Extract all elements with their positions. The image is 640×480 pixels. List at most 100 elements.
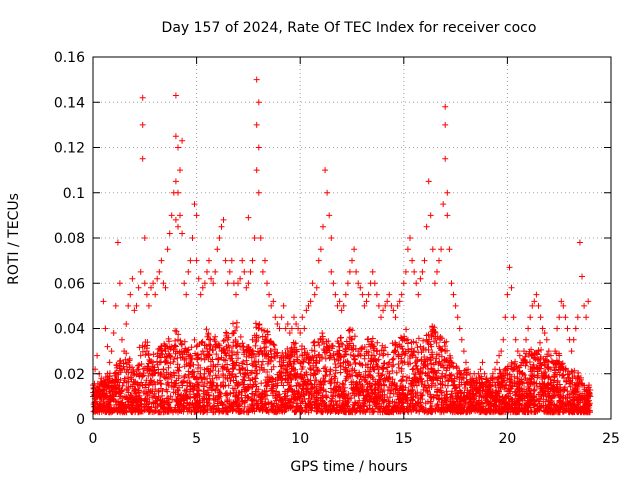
data-point bbox=[133, 302, 140, 309]
data-point bbox=[417, 275, 424, 282]
data-point bbox=[454, 314, 461, 321]
data-point bbox=[492, 366, 498, 373]
data-point bbox=[214, 246, 221, 253]
data-point bbox=[338, 307, 345, 314]
data-point bbox=[175, 189, 181, 196]
data-point bbox=[189, 235, 196, 241]
data-point bbox=[158, 257, 165, 264]
data-point bbox=[175, 144, 181, 151]
data-point bbox=[160, 280, 167, 287]
data-point bbox=[193, 212, 200, 219]
data-point bbox=[156, 352, 163, 359]
data-point bbox=[535, 302, 542, 309]
data-point bbox=[448, 280, 455, 287]
dense-point-cloud bbox=[90, 319, 594, 416]
data-point bbox=[570, 336, 577, 343]
data-point bbox=[492, 382, 498, 389]
data-point bbox=[179, 137, 186, 144]
data-point bbox=[309, 280, 316, 287]
data-point bbox=[131, 370, 138, 377]
data-point bbox=[380, 307, 387, 314]
data-point bbox=[216, 235, 223, 241]
data-point bbox=[514, 348, 521, 355]
data-point bbox=[114, 239, 121, 246]
data-point bbox=[301, 325, 308, 332]
data-point bbox=[150, 280, 157, 287]
data-point bbox=[257, 235, 264, 241]
data-point bbox=[541, 359, 548, 366]
data-point bbox=[386, 359, 393, 366]
data-point bbox=[251, 235, 258, 241]
data-point bbox=[330, 352, 337, 359]
data-point bbox=[255, 99, 262, 106]
data-point bbox=[415, 291, 422, 298]
data-point bbox=[268, 348, 275, 355]
data-point bbox=[94, 388, 101, 395]
data-point bbox=[357, 284, 364, 291]
data-point bbox=[340, 302, 347, 309]
data-point bbox=[485, 384, 492, 391]
data-point bbox=[274, 352, 281, 359]
data-point bbox=[574, 314, 581, 321]
data-point bbox=[427, 212, 434, 219]
data-point bbox=[201, 280, 208, 287]
data-point bbox=[576, 239, 583, 246]
data-point bbox=[230, 330, 237, 336]
data-point bbox=[195, 275, 202, 282]
data-point bbox=[539, 325, 546, 332]
data-point bbox=[193, 257, 200, 264]
data-point bbox=[187, 352, 194, 359]
data-point bbox=[199, 284, 206, 291]
data-point bbox=[241, 268, 248, 275]
data-point bbox=[560, 366, 567, 373]
data-point bbox=[255, 325, 262, 332]
data-point bbox=[218, 348, 225, 355]
data-point bbox=[564, 325, 571, 332]
data-point bbox=[442, 103, 449, 110]
data-point bbox=[373, 348, 380, 355]
data-point bbox=[249, 336, 256, 343]
data-point bbox=[579, 382, 585, 389]
data-point bbox=[508, 284, 515, 291]
data-point bbox=[479, 382, 486, 389]
data-point bbox=[448, 359, 455, 366]
data-point bbox=[320, 223, 326, 230]
data-point bbox=[317, 246, 324, 253]
data-point bbox=[148, 284, 154, 291]
data-point bbox=[243, 284, 250, 291]
data-point bbox=[264, 280, 270, 287]
data-point bbox=[286, 352, 293, 359]
data-point bbox=[463, 359, 469, 366]
data-point bbox=[535, 348, 542, 355]
data-point bbox=[270, 298, 277, 305]
data-point bbox=[193, 343, 200, 350]
data-point bbox=[125, 359, 132, 366]
axis-ticks bbox=[92, 56, 612, 420]
data-point bbox=[293, 348, 300, 355]
data-point bbox=[172, 178, 179, 185]
data-point bbox=[342, 348, 349, 355]
x-tick-label: 20 bbox=[498, 431, 516, 447]
data-point bbox=[253, 76, 260, 83]
data-point bbox=[585, 388, 592, 395]
data-point bbox=[233, 291, 239, 298]
data-point bbox=[98, 375, 105, 382]
data-point bbox=[473, 384, 480, 391]
data-point bbox=[156, 268, 163, 275]
data-point bbox=[543, 336, 550, 343]
data-point bbox=[434, 268, 440, 275]
data-point bbox=[172, 216, 179, 223]
data-point bbox=[243, 348, 250, 355]
data-point bbox=[429, 246, 436, 253]
data-point bbox=[181, 348, 188, 355]
data-point bbox=[328, 235, 335, 241]
data-point bbox=[359, 291, 366, 298]
data-point bbox=[404, 336, 411, 343]
data-point bbox=[525, 325, 532, 332]
data-point bbox=[100, 298, 107, 305]
data-point bbox=[336, 343, 343, 350]
data-point bbox=[330, 280, 337, 287]
data-point bbox=[295, 325, 302, 332]
data-point bbox=[191, 201, 198, 208]
data-point bbox=[245, 280, 252, 287]
